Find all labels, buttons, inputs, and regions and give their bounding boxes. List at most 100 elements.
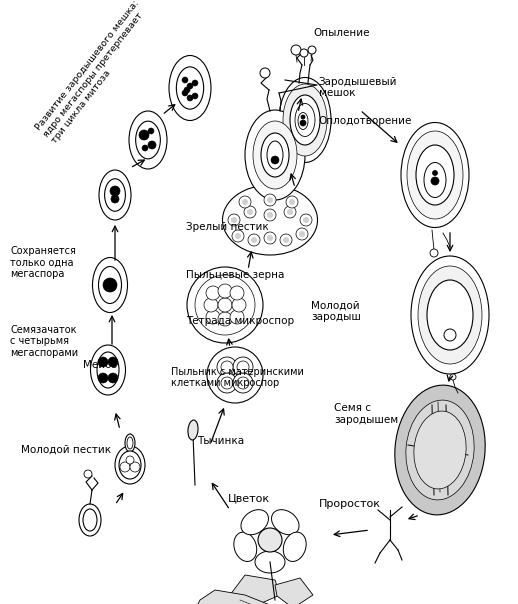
Ellipse shape — [416, 145, 454, 205]
Circle shape — [303, 217, 309, 223]
Circle shape — [264, 232, 276, 244]
Ellipse shape — [97, 352, 119, 388]
Circle shape — [230, 310, 244, 324]
Circle shape — [195, 275, 255, 335]
Circle shape — [184, 87, 190, 93]
Circle shape — [108, 357, 118, 367]
Circle shape — [267, 197, 273, 203]
Ellipse shape — [401, 123, 469, 228]
Circle shape — [280, 234, 292, 246]
Ellipse shape — [255, 551, 285, 573]
Circle shape — [284, 206, 296, 218]
Circle shape — [251, 237, 257, 243]
Ellipse shape — [176, 67, 204, 109]
Circle shape — [258, 528, 282, 552]
Text: Семя с
зародышем: Семя с зародышем — [334, 403, 398, 425]
Circle shape — [444, 329, 456, 341]
Text: Развитие зародышевого мешка:
ядро мегаспоры претерпевает
три цикла митоза: Развитие зародышевого мешка: ядро мегасп… — [34, 0, 157, 145]
Ellipse shape — [234, 532, 257, 562]
Text: Пыльцевые зерна: Пыльцевые зерна — [186, 270, 285, 280]
Polygon shape — [190, 590, 270, 604]
Ellipse shape — [79, 504, 101, 536]
Circle shape — [207, 347, 263, 403]
Circle shape — [287, 209, 293, 215]
Circle shape — [283, 237, 289, 243]
Circle shape — [187, 267, 263, 343]
Circle shape — [84, 470, 92, 478]
Circle shape — [192, 93, 198, 99]
Ellipse shape — [411, 256, 489, 374]
Text: Проросток: Проросток — [319, 500, 381, 509]
Circle shape — [98, 373, 108, 383]
Circle shape — [301, 115, 305, 119]
Ellipse shape — [407, 131, 463, 219]
Ellipse shape — [295, 103, 315, 137]
Circle shape — [231, 217, 237, 223]
Circle shape — [300, 214, 312, 226]
Text: Сохраняется
только одна
мегаспора: Сохраняется только одна мегаспора — [10, 246, 76, 279]
Ellipse shape — [136, 121, 161, 159]
Circle shape — [433, 170, 438, 176]
Circle shape — [187, 95, 193, 101]
Circle shape — [308, 46, 316, 54]
Ellipse shape — [169, 56, 211, 121]
Ellipse shape — [245, 110, 305, 200]
Circle shape — [182, 77, 188, 83]
Ellipse shape — [283, 84, 327, 156]
Circle shape — [260, 68, 270, 78]
Text: Тетрада микроспор: Тетрада микроспор — [186, 316, 295, 326]
Circle shape — [187, 83, 193, 89]
Circle shape — [218, 312, 232, 326]
Ellipse shape — [127, 437, 133, 449]
Circle shape — [126, 456, 134, 464]
Circle shape — [430, 249, 438, 257]
Circle shape — [271, 156, 279, 164]
Circle shape — [235, 233, 241, 239]
Ellipse shape — [129, 111, 167, 169]
Circle shape — [233, 373, 253, 393]
Polygon shape — [275, 578, 313, 604]
Circle shape — [300, 120, 306, 126]
Circle shape — [291, 45, 301, 55]
Text: Опыление: Опыление — [313, 28, 370, 38]
Ellipse shape — [261, 133, 289, 177]
Circle shape — [237, 377, 249, 389]
Ellipse shape — [241, 510, 268, 535]
Circle shape — [120, 462, 130, 472]
Circle shape — [450, 374, 456, 380]
Ellipse shape — [105, 179, 125, 211]
Ellipse shape — [427, 280, 473, 350]
Ellipse shape — [99, 170, 131, 220]
Ellipse shape — [98, 266, 122, 303]
Circle shape — [148, 141, 156, 149]
Ellipse shape — [395, 385, 485, 515]
Circle shape — [192, 80, 198, 86]
Circle shape — [237, 361, 249, 373]
Circle shape — [232, 298, 246, 312]
Circle shape — [300, 49, 308, 57]
Circle shape — [264, 194, 276, 206]
Text: Зрелый пестик: Зрелый пестик — [186, 222, 269, 231]
Ellipse shape — [290, 95, 320, 145]
Circle shape — [267, 212, 273, 218]
Ellipse shape — [188, 420, 198, 440]
Ellipse shape — [279, 77, 331, 162]
Circle shape — [299, 231, 305, 237]
Ellipse shape — [223, 185, 318, 255]
Circle shape — [217, 373, 237, 393]
Circle shape — [130, 462, 140, 472]
Circle shape — [139, 130, 149, 140]
Text: Зародышевый
мешок: Зародышевый мешок — [319, 77, 397, 98]
Text: Цветок: Цветок — [228, 493, 270, 503]
Ellipse shape — [91, 345, 125, 395]
Ellipse shape — [418, 266, 482, 364]
Ellipse shape — [119, 451, 141, 479]
Text: Тычинка: Тычинка — [197, 436, 244, 446]
Circle shape — [232, 230, 244, 242]
Circle shape — [289, 199, 295, 205]
Ellipse shape — [283, 532, 306, 562]
Circle shape — [206, 310, 220, 324]
Ellipse shape — [125, 434, 135, 452]
Circle shape — [247, 209, 253, 215]
Text: Молодой пестик: Молодой пестик — [21, 445, 111, 455]
